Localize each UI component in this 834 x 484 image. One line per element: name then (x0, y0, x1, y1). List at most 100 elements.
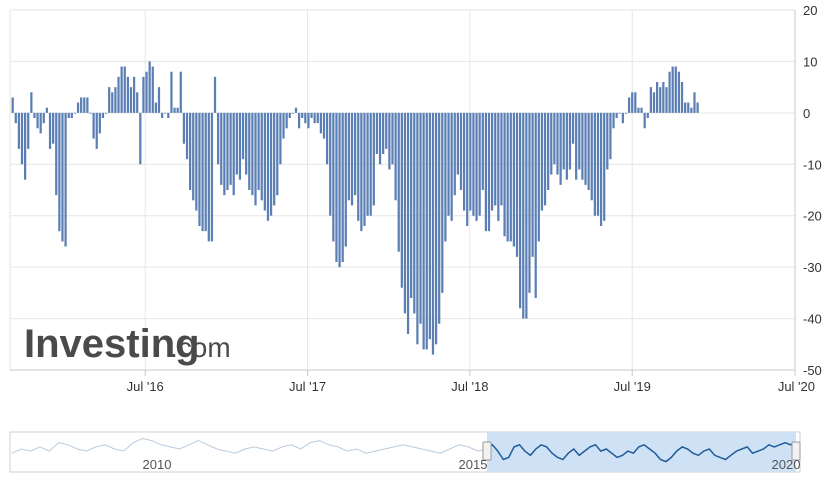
bar (422, 112, 425, 350)
navigator-label-2010: 2010 (143, 457, 172, 472)
bar (696, 102, 699, 113)
bar (556, 112, 559, 175)
bar (39, 112, 42, 134)
bar (291, 112, 294, 114)
bar (195, 112, 198, 211)
bar (434, 112, 438, 345)
bar (173, 107, 176, 113)
bar (36, 112, 39, 129)
bar (491, 112, 494, 211)
bar (276, 112, 279, 196)
bar (316, 112, 319, 124)
bar (369, 112, 372, 216)
bar (192, 112, 195, 201)
bar (33, 112, 36, 118)
bar (167, 112, 170, 118)
bar (269, 112, 273, 216)
bar (154, 102, 157, 113)
bar (360, 112, 363, 232)
bar (515, 112, 519, 257)
bar (665, 87, 668, 113)
bar (627, 97, 631, 113)
bar (537, 112, 540, 242)
bar (385, 112, 388, 149)
navigator-right-handle[interactable] (791, 441, 801, 461)
bar (76, 102, 80, 113)
bar (540, 112, 544, 211)
bar (469, 112, 472, 211)
bar (565, 112, 568, 180)
bar (70, 112, 73, 118)
bar (684, 102, 687, 113)
bar (391, 112, 394, 165)
bar (322, 112, 326, 139)
bar (335, 112, 338, 262)
bar (634, 92, 637, 113)
navigator-left-handle[interactable] (482, 441, 492, 461)
bar (11, 97, 14, 113)
bar (509, 112, 512, 242)
bar (238, 112, 242, 180)
bar (615, 112, 618, 118)
navigator-label-2015: 2015 (459, 457, 488, 472)
bar (453, 112, 456, 196)
bar (494, 112, 497, 206)
bar (120, 66, 123, 113)
bar (522, 112, 525, 319)
bar (466, 112, 469, 226)
bar (20, 112, 24, 165)
bar (397, 112, 400, 252)
bar (86, 97, 89, 113)
bar (344, 112, 347, 247)
bar (89, 112, 92, 114)
bar (677, 71, 681, 113)
bar (101, 112, 105, 118)
navigator-selected-range[interactable] (487, 432, 796, 472)
bar (297, 112, 301, 129)
bar (519, 112, 522, 309)
bar (403, 112, 407, 314)
bar (609, 112, 612, 160)
y-axis: 20 10 0 -10 -20 -30 -40 -50 (794, 3, 822, 378)
bar (631, 92, 634, 113)
bar (596, 112, 600, 216)
y-tick-label: -40 (803, 312, 822, 327)
bar (254, 112, 257, 206)
bar (568, 112, 572, 170)
bar (58, 112, 61, 232)
bar (17, 112, 21, 149)
bar (406, 112, 410, 334)
bar (425, 112, 428, 350)
bar (637, 107, 640, 113)
bar (14, 112, 17, 124)
bar (671, 66, 674, 113)
bar (226, 112, 229, 190)
bar (618, 112, 621, 114)
bar (282, 112, 285, 139)
bar (160, 112, 164, 118)
bar (117, 76, 120, 113)
bar (497, 112, 500, 221)
bar (410, 112, 413, 298)
bar (185, 112, 189, 160)
bar (80, 97, 83, 113)
bar (624, 112, 628, 114)
range-navigator[interactable]: 2010 2015 2020 (0, 430, 834, 480)
bar (145, 71, 148, 113)
bar (157, 87, 161, 113)
bar (288, 112, 291, 118)
bar (646, 112, 649, 118)
bar (459, 112, 463, 190)
bar (229, 112, 232, 185)
bar (593, 112, 596, 216)
bar (52, 112, 55, 144)
bar (612, 112, 615, 129)
bar (332, 112, 335, 242)
x-tick-label: Jul '20 (778, 379, 815, 394)
bar (640, 107, 643, 113)
bar (481, 112, 484, 190)
bar (304, 112, 307, 124)
bar (148, 61, 151, 113)
bar (108, 87, 111, 113)
bar (581, 112, 584, 180)
